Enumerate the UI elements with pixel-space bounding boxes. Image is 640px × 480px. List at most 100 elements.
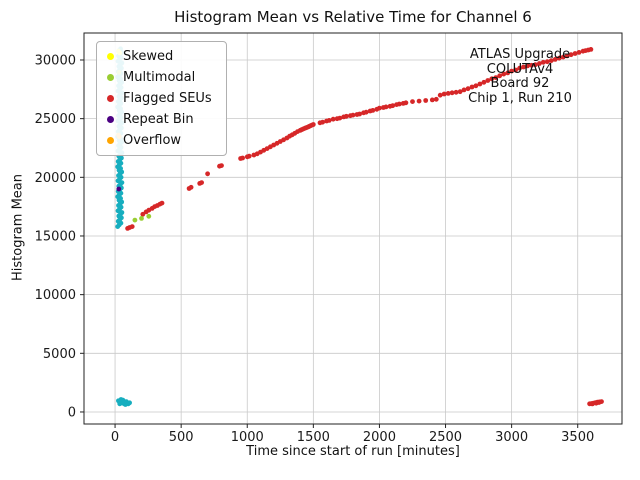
data-point-flagged-seus xyxy=(350,112,356,118)
data-point-flagged-seus xyxy=(330,116,336,122)
data-point-flagged-seus xyxy=(240,155,246,161)
legend-marker-icon xyxy=(107,95,114,102)
x-tick-label: 500 xyxy=(169,430,194,445)
data-point-flagged-seus xyxy=(556,55,562,61)
legend-marker-icon xyxy=(107,137,114,144)
data-point-flagged-seus xyxy=(572,51,578,56)
legend-label: Overflow xyxy=(123,133,182,148)
data-point-flagged-seus xyxy=(396,101,402,107)
data-point-flagged-seus xyxy=(481,79,487,85)
data-point-normal xyxy=(127,400,132,406)
data-point-flagged-seus xyxy=(344,113,349,119)
data-point-flagged-seus xyxy=(433,96,439,102)
x-tick-label: 1000 xyxy=(231,430,264,445)
data-point-flagged-seus xyxy=(505,70,511,76)
data-point-flagged-seus xyxy=(205,171,211,177)
y-tick-label: 20000 xyxy=(35,171,76,186)
data-point-flagged-seus xyxy=(465,86,471,92)
data-point-flagged-seus xyxy=(525,63,530,69)
legend-marker-icon xyxy=(107,74,114,81)
data-point-multimodal xyxy=(139,216,144,221)
data-point-flagged-seus xyxy=(326,118,332,123)
data-point-flagged-seus xyxy=(429,97,435,103)
data-point-flagged-seus xyxy=(320,119,325,125)
data-point-flagged-seus xyxy=(199,180,205,186)
data-point-multimodal xyxy=(146,213,152,219)
x-axis-label: Time since start of run [minutes] xyxy=(246,444,460,459)
data-point-multimodal xyxy=(132,217,138,223)
data-point-flagged-seus xyxy=(449,90,455,96)
data-point-flagged-seus xyxy=(485,78,491,83)
data-point-flagged-seus xyxy=(246,153,252,159)
data-point-flagged-seus xyxy=(159,200,165,206)
data-point-flagged-seus xyxy=(540,59,546,65)
data-point-flagged-seus xyxy=(403,100,409,106)
x-tick-label: 2000 xyxy=(363,430,396,445)
data-point-flagged-seus xyxy=(521,64,526,70)
data-point-flagged-seus xyxy=(129,224,135,230)
data-point-flagged-seus xyxy=(560,54,566,60)
annotation-line-3: Board 92 xyxy=(490,76,550,91)
data-point-normal xyxy=(119,210,125,215)
legend-label: Flagged SEUs xyxy=(123,91,212,106)
data-point-flagged-seus xyxy=(423,98,429,103)
annotation-line-4: Chip 1, Run 210 xyxy=(468,90,572,106)
data-point-flagged-seus xyxy=(517,65,522,71)
data-point-flagged-seus xyxy=(588,47,594,52)
data-point-normal xyxy=(119,180,125,186)
legend-item-multimodal: Multimodal xyxy=(107,70,212,85)
legend-item-overflow: Overflow xyxy=(107,133,212,148)
data-point-flagged-seus xyxy=(513,67,518,73)
data-point-flagged-seus xyxy=(310,122,316,127)
data-point-flagged-seus xyxy=(410,99,415,104)
x-tick-label: 1500 xyxy=(297,430,330,445)
data-point-flagged-seus xyxy=(390,103,396,109)
chart-title: Histogram Mean vs Relative Time for Chan… xyxy=(174,8,532,26)
data-point-flagged-seus xyxy=(552,57,558,62)
data-point-flagged-seus xyxy=(188,184,194,190)
data-point-flagged-seus xyxy=(568,52,574,58)
data-point-flagged-seus xyxy=(473,83,479,89)
data-point-flagged-seus xyxy=(589,401,595,407)
y-tick-label: 5000 xyxy=(43,347,76,362)
legend-label: Repeat Bin xyxy=(123,112,194,127)
data-point-flagged-seus xyxy=(219,163,224,169)
data-point-flagged-seus xyxy=(357,111,362,117)
data-point-flagged-seus xyxy=(437,92,443,98)
data-point-flagged-seus xyxy=(383,104,389,110)
data-point-normal xyxy=(118,397,124,402)
data-point-flagged-seus xyxy=(533,62,538,68)
data-point-flagged-seus xyxy=(493,75,499,80)
data-point-flagged-seus xyxy=(461,87,467,93)
data-point-repeat-bin xyxy=(116,186,122,192)
data-point-flagged-seus xyxy=(441,91,447,97)
legend-item-flagged-seus: Flagged SEUs xyxy=(107,91,212,106)
legend-label: Multimodal xyxy=(123,70,196,85)
legend-marker-icon xyxy=(107,116,114,123)
data-point-flagged-seus xyxy=(370,108,376,113)
y-tick-label: 0 xyxy=(68,405,76,420)
y-axis-label: Histogram Mean xyxy=(10,174,26,281)
x-tick-label: 0 xyxy=(111,430,119,445)
legend-label: Skewed xyxy=(123,49,174,64)
x-tick-label: 3000 xyxy=(495,430,528,445)
data-point-flagged-seus xyxy=(489,76,495,82)
legend-item-skewed: Skewed xyxy=(107,49,212,64)
legend-marker-icon xyxy=(107,53,114,60)
data-point-flagged-seus xyxy=(363,109,369,115)
data-point-flagged-seus xyxy=(548,58,554,63)
data-point-flagged-seus xyxy=(457,89,463,95)
data-point-flagged-seus xyxy=(377,105,382,111)
data-point-flagged-seus xyxy=(529,62,534,68)
x-tick-label: 2500 xyxy=(429,430,462,445)
data-point-flagged-seus xyxy=(544,59,550,65)
data-point-flagged-seus xyxy=(497,73,503,79)
data-point-flagged-seus xyxy=(337,115,343,121)
x-tick-label: 3500 xyxy=(561,430,594,445)
legend-item-repeat-bin: Repeat Bin xyxy=(107,112,212,127)
data-point-flagged-seus xyxy=(537,61,542,66)
y-tick-label: 10000 xyxy=(35,288,76,303)
y-tick-label: 30000 xyxy=(35,53,76,68)
data-point-flagged-seus xyxy=(564,53,570,59)
